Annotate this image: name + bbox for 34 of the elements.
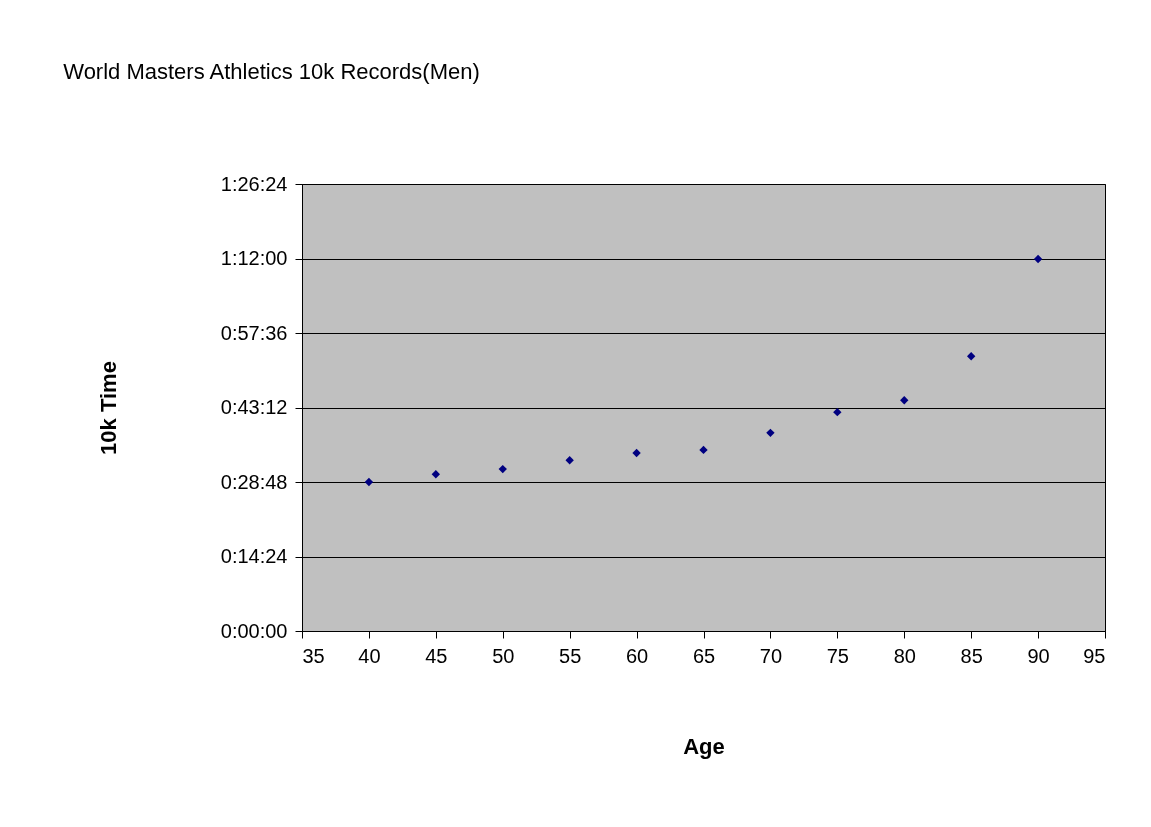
x-tick-label: 95 [1083, 644, 1106, 667]
y-tick-label: 0:43:12 [220, 396, 288, 418]
x-tick-label: 45 [425, 644, 448, 667]
x-tick-label: 75 [826, 644, 849, 667]
point [966, 352, 976, 361]
point [498, 464, 507, 474]
x-tick-label: 85 [960, 644, 983, 667]
x-tick-label: 70 [759, 644, 783, 667]
point [766, 428, 775, 438]
point [833, 407, 842, 417]
point [431, 470, 441, 479]
x-tick-label: 40 [358, 644, 381, 667]
x-tick-label: 90 [1027, 644, 1050, 667]
y-tick-label: 0:00:00 [220, 619, 288, 642]
point [565, 456, 574, 465]
y-tick-label: 0:28:48 [220, 470, 288, 493]
y-tick-label: 0:57:36 [220, 321, 288, 344]
x-tick-label: 55 [559, 644, 582, 667]
x-tick-label: 60 [625, 644, 649, 667]
y-tick-label: 1:26:24 [220, 172, 288, 195]
x-tick-label: 65 [692, 644, 716, 667]
point [1033, 254, 1043, 264]
x-tick-label: 80 [893, 644, 916, 667]
x-tick-label: 35 [302, 644, 325, 667]
y-tick-label: 1:12:00 [220, 247, 288, 269]
chart-title: World Masters Athletics 10k Records(Men) [63, 59, 480, 84]
y-tick-label: 0:14:24 [220, 545, 288, 567]
point [900, 396, 909, 405]
y-axis-title: 10k Time [95, 361, 121, 455]
point [699, 445, 708, 455]
point [632, 448, 641, 458]
x-tick-label: 50 [492, 644, 515, 667]
point [364, 477, 374, 487]
x-axis-title: Age [683, 733, 725, 759]
